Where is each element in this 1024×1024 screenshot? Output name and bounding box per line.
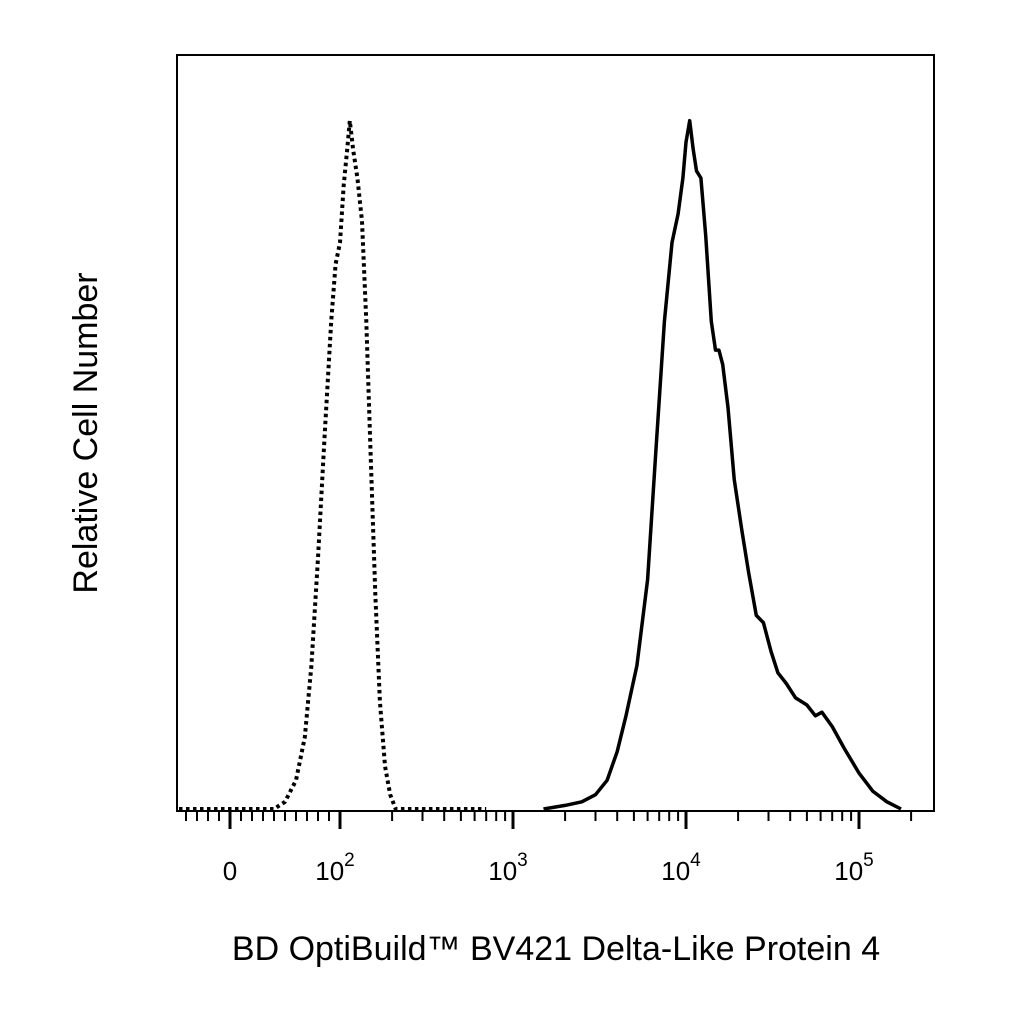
histogram-stained-solid [543, 118, 902, 811]
plot-frame [176, 54, 935, 812]
x-tick-label: 104 [661, 850, 701, 886]
x-tick-label: 103 [488, 850, 528, 886]
x-axis-ticks [185, 811, 913, 829]
x-axis-tick-labels: 0 102 103 104 105 [223, 850, 874, 886]
x-tick-label: 0 [223, 856, 237, 886]
histogram-control-dotted [179, 118, 487, 811]
x-tick-label: 105 [834, 850, 874, 886]
series-layer [179, 118, 902, 811]
x-axis-label: BD OptiBuild™ BV421 Delta-Like Protein 4 [232, 930, 880, 968]
y-axis-label: Relative Cell Number [67, 272, 105, 593]
x-tick-label: 102 [315, 850, 355, 886]
